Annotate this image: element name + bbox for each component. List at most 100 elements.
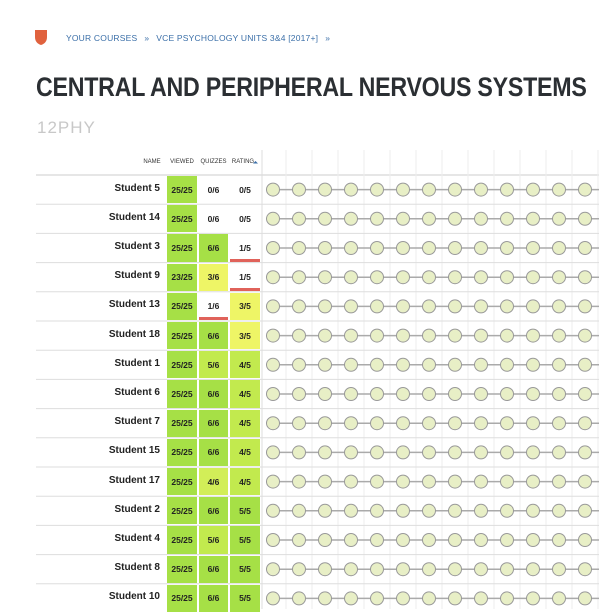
student-name[interactable]: Student 2 <box>114 503 160 515</box>
lesson-dot <box>552 328 566 343</box>
lesson-dot <box>448 562 462 577</box>
lesson-dot <box>578 387 592 401</box>
lesson-dot <box>292 270 306 285</box>
lesson-dot <box>578 416 592 431</box>
lesson-dot <box>552 416 566 431</box>
score-cell: 25/25 <box>167 438 197 466</box>
lesson-dot <box>552 241 566 255</box>
lesson-dot <box>474 503 488 518</box>
lesson-dot <box>318 299 332 314</box>
lesson-dot <box>500 299 514 314</box>
lesson-dot <box>448 241 462 255</box>
lesson-dot <box>474 387 488 401</box>
lesson-dot <box>526 416 540 431</box>
student-name[interactable]: Student 17 <box>108 474 160 486</box>
lesson-dot <box>266 241 280 255</box>
score-cell: 6/6 <box>199 438 228 466</box>
breadcrumb-link[interactable]: YOUR COURSES <box>66 33 138 43</box>
lesson-dot <box>500 211 514 226</box>
score-cell: 3/5 <box>230 322 260 350</box>
lesson-dot <box>318 241 332 255</box>
lesson-dot <box>474 182 488 197</box>
student-name[interactable]: Student 15 <box>108 445 160 457</box>
student-name[interactable]: Student 1 <box>114 357 160 369</box>
lesson-dot <box>578 211 592 226</box>
score-cell: 4/5 <box>230 351 260 379</box>
lesson-dot <box>292 241 306 255</box>
lesson-dot <box>500 503 514 518</box>
lesson-dot <box>474 270 488 285</box>
score-cell: 25/25 <box>167 351 197 379</box>
lesson-dot <box>552 562 566 577</box>
score-cell: 25/25 <box>167 497 197 525</box>
lesson-dot <box>552 474 566 489</box>
lesson-dot <box>396 387 410 401</box>
column-header[interactable]: RATING <box>231 159 255 165</box>
column-header[interactable]: NAME <box>143 159 161 165</box>
lesson-dot <box>318 445 332 460</box>
score-cell: 6/6 <box>199 380 228 408</box>
score-cell: 25/25 <box>167 584 197 612</box>
lesson-dot <box>370 591 384 606</box>
lesson-dot <box>370 270 384 285</box>
lesson-dot <box>422 357 436 372</box>
lesson-dot <box>422 182 436 197</box>
lesson-dot <box>552 591 566 606</box>
column-header[interactable]: QUIZZES <box>200 159 227 165</box>
student-name[interactable]: Student 7 <box>114 416 160 428</box>
breadcrumb-link[interactable]: VCE PSYCHOLOGY UNITS 3&4 [2017+] <box>156 33 319 43</box>
lesson-dot <box>396 270 410 285</box>
score-cell: 6/6 <box>199 409 228 437</box>
lesson-dot <box>474 241 488 255</box>
lesson-dot <box>318 533 332 547</box>
lesson-dot <box>396 533 410 547</box>
lesson-dot <box>500 328 514 343</box>
score-cell: 1/5 <box>230 234 260 262</box>
lesson-dot <box>292 387 306 401</box>
lesson-dot <box>448 328 462 343</box>
score-cell: 0/5 <box>230 205 260 233</box>
lesson-dot <box>266 474 280 489</box>
lesson-dot <box>292 503 306 518</box>
lesson-dot <box>318 328 332 343</box>
lesson-dot <box>422 474 436 489</box>
lesson-dot <box>500 182 514 197</box>
student-name[interactable]: Student 3 <box>114 241 160 252</box>
lesson-dot <box>526 387 540 401</box>
lesson-dot <box>526 474 540 489</box>
score-cell: 6/6 <box>199 322 228 350</box>
score-cell: 23/25 <box>167 263 197 291</box>
score-cell: 5/6 <box>199 351 228 379</box>
student-name[interactable]: Student 9 <box>114 270 160 282</box>
lesson-dot <box>578 503 592 518</box>
lesson-dot <box>526 357 540 372</box>
lesson-dot <box>396 503 410 518</box>
lesson-dot <box>266 387 280 401</box>
lesson-dot <box>292 357 306 372</box>
score-cell: 5/5 <box>230 555 260 583</box>
lesson-dot <box>578 299 592 314</box>
lesson-dot <box>292 211 306 226</box>
lesson-dot <box>266 416 280 431</box>
lesson-dot <box>370 182 384 197</box>
student-name[interactable]: Student 18 <box>108 328 160 340</box>
student-name[interactable]: Student 6 <box>114 387 160 398</box>
column-header[interactable]: VIEWED <box>170 159 194 165</box>
lesson-dot <box>396 241 410 255</box>
lesson-dot <box>552 503 566 518</box>
student-name[interactable]: Student 5 <box>114 182 160 194</box>
lesson-dot <box>370 562 384 577</box>
student-name[interactable]: Student 4 <box>114 533 160 544</box>
lesson-dot <box>422 503 436 518</box>
student-name[interactable]: Student 10 <box>108 591 160 603</box>
lesson-dot <box>370 357 384 372</box>
lesson-dot <box>500 474 514 489</box>
lesson-dot <box>552 445 566 460</box>
student-name[interactable]: Student 8 <box>114 562 160 574</box>
lesson-dot <box>318 416 332 431</box>
student-name[interactable]: Student 13 <box>108 299 160 311</box>
lesson-dot <box>344 299 358 314</box>
score-cell: 25/25 <box>167 526 197 554</box>
score-cell: 0/5 <box>230 176 260 204</box>
student-name[interactable]: Student 14 <box>108 211 160 223</box>
